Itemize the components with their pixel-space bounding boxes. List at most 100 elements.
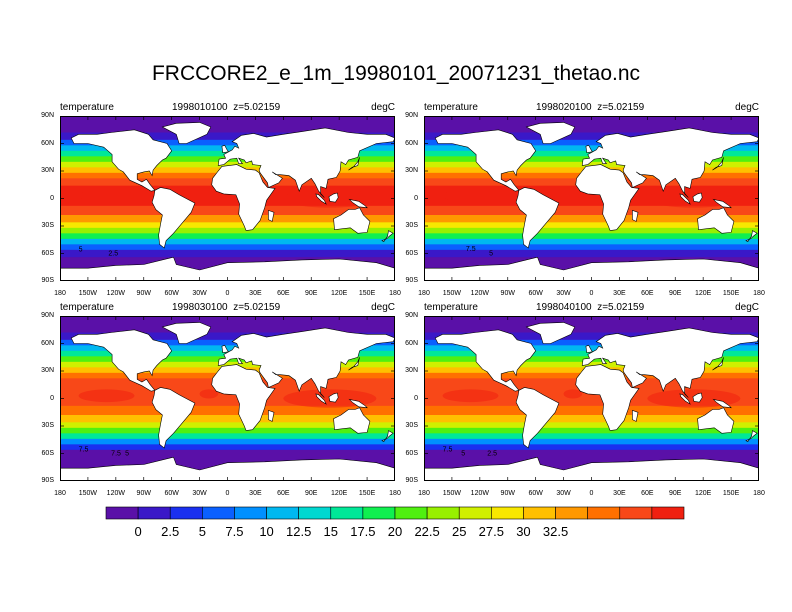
temperature-band <box>60 161 395 168</box>
lon-tick-label: 120W <box>470 290 489 297</box>
new-zealand-landmass <box>745 230 758 242</box>
temperature-band <box>424 339 759 346</box>
lon-tick-label: 120W <box>106 490 125 497</box>
temperature-band <box>60 227 395 234</box>
borneo-landmass <box>692 392 703 403</box>
south-america-landmass <box>515 187 560 249</box>
temperature-band <box>60 238 395 245</box>
lat-tick-label: 60N <box>405 139 418 147</box>
map-panel-4: temperature 1998040100 z=5.02159 degC 7.… <box>405 302 765 516</box>
new-zealand-landmass <box>745 430 758 442</box>
temperature-band <box>60 249 395 258</box>
north-america-landmass <box>434 129 537 192</box>
warm-pool-patch <box>442 389 499 403</box>
madagascar-landmass <box>268 409 275 422</box>
madagascar-landmass <box>632 409 639 422</box>
units-label: degC <box>371 102 395 113</box>
greenland-landmass <box>525 122 576 144</box>
temperature-band <box>424 233 759 240</box>
temperature-band <box>424 139 759 146</box>
temperature-band <box>60 405 395 416</box>
lon-tick-label: 0 <box>225 490 230 497</box>
antarctica-landmass <box>424 456 759 481</box>
lat-tick-label: 30S <box>405 222 418 229</box>
temperature-band <box>60 205 395 216</box>
time-level-label: 1998010100 z=5.02159 <box>172 102 281 113</box>
temperature-band <box>60 415 395 423</box>
warm-pool-patch <box>563 389 583 399</box>
lat-tick-label: 90S <box>405 477 418 484</box>
lon-tick-label: 60W <box>164 290 179 297</box>
lon-tick-label: 150E <box>358 290 376 297</box>
south-america-landmass <box>151 387 196 449</box>
lon-tick-label: 0 <box>589 290 594 297</box>
temperature-band <box>60 233 395 240</box>
warm-pool-patch <box>199 389 219 399</box>
lat-tick-label: 60S <box>41 249 54 257</box>
borneo-landmass <box>692 192 703 203</box>
lat-tick-label: 60N <box>405 339 418 347</box>
lat-tick-label: 60S <box>405 249 418 257</box>
colorbar-label: 2.5 <box>161 524 180 539</box>
lon-tick-label: 180 <box>418 490 430 497</box>
warm-pool-patch <box>78 389 135 403</box>
south-america-landmass <box>151 187 196 249</box>
africa-landmass <box>575 364 640 431</box>
eurasia-landmass <box>217 327 395 398</box>
uk-landmass <box>221 144 229 154</box>
temperature-band <box>60 332 395 341</box>
japan-landmass <box>712 357 724 371</box>
temperature-band <box>60 116 395 133</box>
units-label: degC <box>735 102 759 113</box>
antarctica-landmass <box>60 256 395 281</box>
warm-pool-patch <box>442 189 499 203</box>
lat-tick-label: 0 <box>414 194 418 202</box>
north-america-landmass <box>70 329 173 392</box>
contour-label: 2.5 <box>108 250 118 257</box>
colorbar-label: 12.5 <box>286 524 312 539</box>
temperature-band <box>60 139 395 146</box>
lon-tick-label: 90W <box>500 490 515 497</box>
colorbar-box <box>169 506 203 520</box>
temperature-band <box>60 433 395 440</box>
variable-label: temperature <box>60 102 114 113</box>
colorbar-box <box>587 506 621 520</box>
temperature-band <box>424 433 759 440</box>
temperature-band <box>424 345 759 352</box>
contour-label: 7.5 <box>443 447 453 454</box>
temperature-band <box>424 332 759 341</box>
lat-tick-label: 90S <box>41 277 54 284</box>
colorbar-label: 20 <box>387 524 403 539</box>
temperature-band <box>424 422 759 429</box>
contour-label: 2.5 <box>487 450 497 457</box>
warm-pool-patch <box>78 189 135 203</box>
contour-label: 5 <box>489 250 493 257</box>
lat-tick-label: 60S <box>405 449 418 457</box>
temperature-band <box>424 205 759 216</box>
variable-label: temperature <box>424 102 478 113</box>
lat-tick-label: 30S <box>405 422 418 429</box>
japan-landmass <box>348 157 360 171</box>
plot-title: FRCCORE2_e_1m_19980101_20071231_thetao.n… <box>151 62 641 85</box>
africa-landmass <box>211 164 276 231</box>
eurasia-landmass <box>581 327 759 398</box>
warm-pool-patch <box>199 189 219 199</box>
lat-tick-label: 0 <box>50 394 54 402</box>
temperature-band <box>424 215 759 223</box>
temperature-band <box>424 361 759 368</box>
lon-tick-label: 150E <box>722 490 740 497</box>
temperature-band <box>424 316 759 333</box>
africa-landmass <box>575 164 640 231</box>
uk-landmass <box>221 344 229 354</box>
variable-label: temperature <box>424 302 478 313</box>
colorbar-label: 10 <box>259 524 274 539</box>
colorbar-box <box>651 506 685 520</box>
contour-label: 7.5 <box>466 246 476 253</box>
lon-tick-label: 180 <box>418 290 430 297</box>
temperature-band <box>424 116 759 133</box>
temperature-band <box>424 244 759 251</box>
lon-tick-label: 30E <box>613 290 626 297</box>
lon-tick-label: 150W <box>442 290 462 297</box>
colorbar-box <box>266 506 299 520</box>
